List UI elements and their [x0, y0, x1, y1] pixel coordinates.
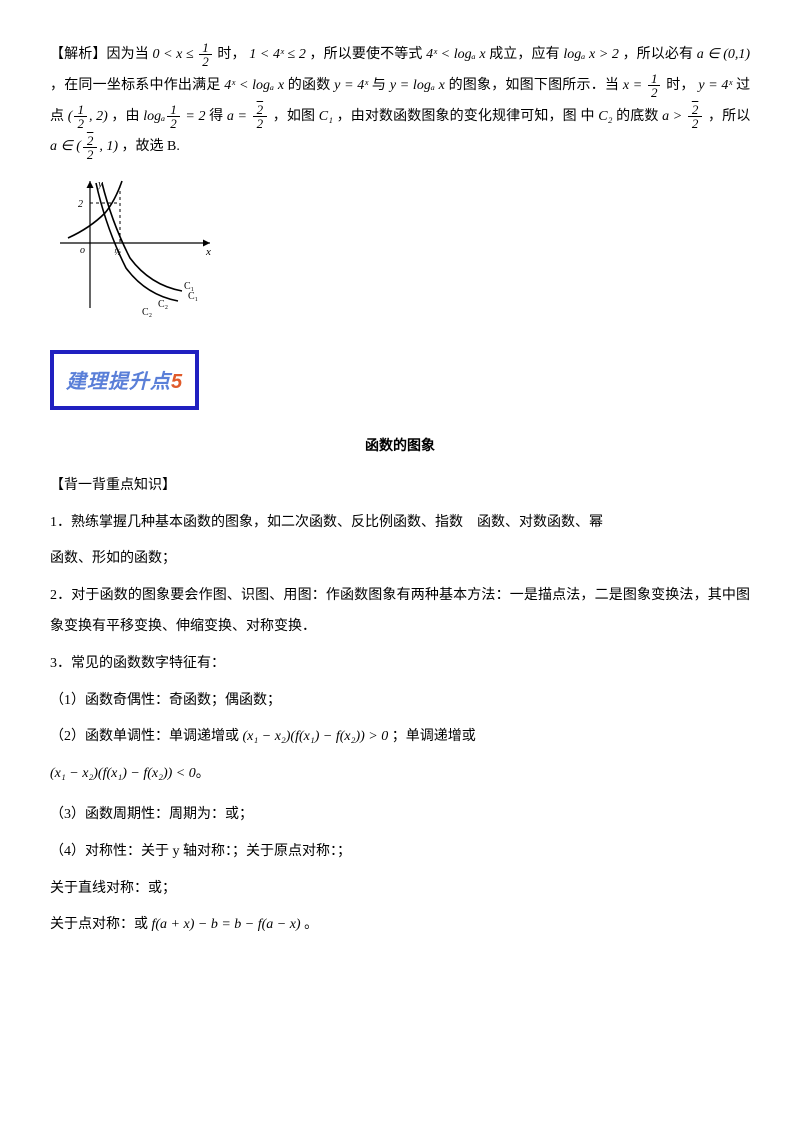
curve-c2-a: C₂	[158, 299, 168, 310]
math: a ∈	[50, 139, 76, 154]
math: (	[76, 139, 81, 154]
sub-1: （1）函数奇偶性：奇函数；偶函数；	[50, 686, 750, 717]
math: = 2	[182, 109, 206, 124]
text: ，由	[111, 109, 139, 124]
formula: (x₁ − x₂)(f(x₁) − f(x₂)) < 0	[50, 766, 196, 781]
text: ，所以	[708, 109, 750, 124]
text: 时，	[666, 78, 694, 93]
math: 0 < x ≤	[152, 47, 197, 62]
math: logₐ x > 2	[563, 47, 619, 62]
math: y = 4ˣ	[698, 78, 732, 93]
tick-half: ½	[114, 247, 121, 257]
graph: y x 2 ½ o C₁ C₁ C₂ C₂	[50, 173, 750, 336]
section-title: 函数的图象	[50, 430, 750, 461]
text: ，在同一坐标系中作出满足	[50, 78, 221, 93]
math: 4ˣ < logₐ x	[426, 47, 485, 62]
sub-4: （4）对称性：关于 y 轴对称：；关于原点对称：；	[50, 837, 750, 868]
frac-half: 12	[167, 103, 180, 130]
math: 4ˣ < logₐ x	[224, 78, 284, 93]
text: 与	[372, 78, 386, 93]
x-axis-label: x	[205, 246, 211, 258]
item-1: 1．熟练掌握几种基本函数的图象，如二次函数、反比例函数、指数 函数、对数函数、幂	[50, 508, 750, 539]
sub-2: （2）函数单调性：单调递增或 (x₁ − x₂)(f(x₁) − f(x₂)) …	[50, 722, 750, 753]
math: y = logₐ x	[390, 78, 445, 93]
item-2: 2．对于函数的图象要会作图、识图、用图：作函数图象有两种基本方法：一是描点法，二…	[50, 581, 750, 643]
text: ，故选 B.	[122, 139, 180, 154]
formula-line: (x₁ − x₂)(f(x₁) − f(x₂)) < 0。	[50, 759, 750, 790]
math: a >	[662, 109, 686, 124]
text: 【解析】因为当	[50, 47, 149, 62]
math: C₁	[319, 109, 333, 124]
badge-prefix: 建理提升点	[66, 371, 171, 393]
solution-para: 【解析】因为当 0 < x ≤ 12 时， 1 < 4ˣ ≤ 2 ，所以要使不等…	[50, 40, 750, 163]
text: 成立，应有	[489, 47, 560, 62]
formula: f(a + x) − b = b − f(a − x)	[152, 917, 301, 932]
math: C₂	[598, 109, 612, 124]
item-1b: 函数、形如的函数；	[50, 544, 750, 575]
formula: (x₁ − x₂)(f(x₁) − f(x₂)) > 0	[243, 729, 389, 744]
text: 的底数	[616, 109, 658, 124]
tick-2: 2	[78, 199, 83, 210]
curve-c2-b: C₂	[142, 307, 152, 318]
badge-suffix: 5	[171, 371, 183, 393]
text: ，所以要使不等式	[310, 47, 423, 62]
origin-label: o	[80, 245, 85, 256]
math: a ∈ (0,1)	[697, 47, 750, 62]
text: 。	[304, 917, 318, 932]
sub-5: 关于直线对称：或；	[50, 874, 750, 905]
frac-half: 12	[199, 41, 212, 68]
text: ，所以必有	[623, 47, 694, 62]
text: （2）函数单调性：单调递增或	[50, 729, 239, 744]
graph-svg: y x 2 ½ o C₁ C₁ C₂ C₂	[50, 173, 220, 323]
math: a =	[227, 109, 251, 124]
frac-sqrt2-2: 22	[688, 103, 703, 130]
text: 的图象，如图下图所示．当	[449, 78, 620, 93]
text: 关于点对称：或	[50, 917, 148, 932]
item-3: 3．常见的函数数字特征有：	[50, 649, 750, 680]
y-axis-label: y	[97, 178, 103, 190]
math: logₐ	[143, 109, 165, 124]
text: 得	[209, 109, 223, 124]
math: , 1)	[99, 139, 118, 154]
frac-sqrt2-2: 22	[83, 134, 98, 161]
frac-sqrt2-2: 22	[253, 103, 268, 130]
math: 1 < 4ˣ ≤ 2	[249, 47, 306, 62]
badge-text: 建理提升点5	[66, 371, 183, 393]
text: ，如图	[273, 109, 315, 124]
math: x =	[623, 78, 646, 93]
text: 。	[196, 766, 210, 781]
text: ；单调递增或	[392, 729, 476, 744]
text: 的函数	[288, 78, 331, 93]
math: (	[68, 109, 73, 124]
text: ，由对数函数图象的变化规律可知，图	[337, 109, 577, 124]
text: 时，	[217, 47, 245, 62]
math: y = 4ˣ	[334, 78, 368, 93]
curve-c1-b: C₁	[188, 291, 198, 302]
frac-half: 12	[648, 72, 661, 99]
sub-6: 关于点对称：或 f(a + x) − b = b − f(a − x) 。	[50, 910, 750, 941]
sub-3: （3）函数周期性：周期为：或；	[50, 800, 750, 831]
page: 【解析】因为当 0 < x ≤ 12 时， 1 < 4ˣ ≤ 2 ，所以要使不等…	[0, 0, 800, 1132]
math: , 2)	[89, 109, 108, 124]
knowledge-header: 【背一背重点知识】	[50, 471, 750, 502]
text: 中	[580, 109, 594, 124]
frac-half: 12	[74, 103, 87, 130]
section-badge: 建理提升点5	[50, 350, 199, 410]
